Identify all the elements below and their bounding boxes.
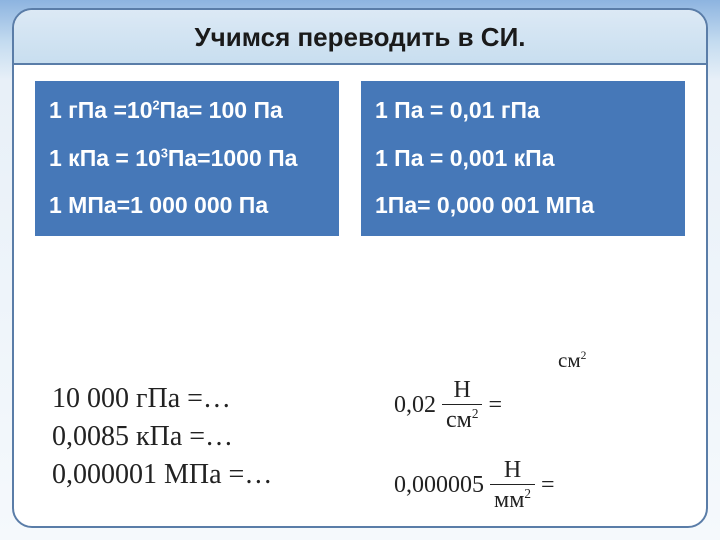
left-line-2: 1 кПа = 103Па=1000 Па [49, 141, 325, 177]
bl-line-1: 10 000 гПа =… [52, 380, 272, 418]
title-bar: Учимся переводить в СИ. [14, 10, 706, 65]
expr3-den-unit: мм [494, 487, 524, 513]
left-line-3: 1 МПа=1 000 000 Па [49, 188, 325, 224]
l1b: Па= 100 Па [160, 97, 283, 123]
slide-frame: Учимся переводить в СИ. 1 гПа =102Па= 10… [12, 8, 708, 528]
left-panel: 1 гПа =102Па= 100 Па 1 кПа = 103Па=1000 … [32, 78, 342, 239]
l1a: 1 гПа =10 [49, 97, 153, 123]
expr2-den-exp: 2 [472, 406, 479, 421]
expression-3: 0,000005 Н мм2 = [394, 458, 555, 512]
cm2-fragment: см2 [558, 348, 586, 373]
left-line-1: 1 гПа =102Па= 100 Па [49, 93, 325, 129]
bl-line-2: 0,0085 кПа =… [52, 418, 272, 456]
right-line-1: 1 Па = 0,01 гПа [375, 93, 671, 129]
expr3-frac: Н мм2 [490, 458, 535, 512]
bl-line-3: 0,000001 МПа =… [52, 456, 272, 494]
l2b: Па=1000 Па [168, 145, 298, 171]
spacer [375, 176, 671, 188]
expr3-num: Н [500, 458, 525, 484]
slide-title: Учимся переводить в СИ. [194, 22, 525, 52]
spacer [49, 129, 325, 141]
cm-exp: 2 [581, 350, 587, 362]
expr2-den-unit: см [446, 407, 472, 433]
l2exp: 3 [161, 146, 168, 160]
expr2-num: Н [450, 378, 475, 404]
expr3-eq: = [541, 472, 555, 499]
spacer [49, 176, 325, 188]
right-line-2: 1 Па = 0,001 кПа [375, 141, 671, 177]
expr2-den: см2 [442, 404, 482, 432]
spacer [375, 129, 671, 141]
expr3-coef: 0,000005 [394, 472, 484, 499]
l2a: 1 кПа = 10 [49, 145, 161, 171]
expression-2: 0,02 Н см2 = [394, 378, 502, 432]
cm-pre: см [558, 348, 581, 372]
expr3-den: мм2 [490, 484, 535, 512]
bottom-left-block: 10 000 гПа =… 0,0085 кПа =… 0,000001 МПа… [52, 380, 272, 493]
right-panel: 1 Па = 0,01 гПа 1 Па = 0,001 кПа 1Па= 0,… [358, 78, 688, 239]
expr2-coef: 0,02 [394, 392, 436, 419]
expr2-eq: = [488, 392, 502, 419]
expr2-frac: Н см2 [442, 378, 482, 432]
right-line-3: 1Па= 0,000 001 МПа [375, 188, 671, 224]
l1exp: 2 [153, 98, 160, 112]
expr3-den-exp: 2 [524, 486, 531, 501]
